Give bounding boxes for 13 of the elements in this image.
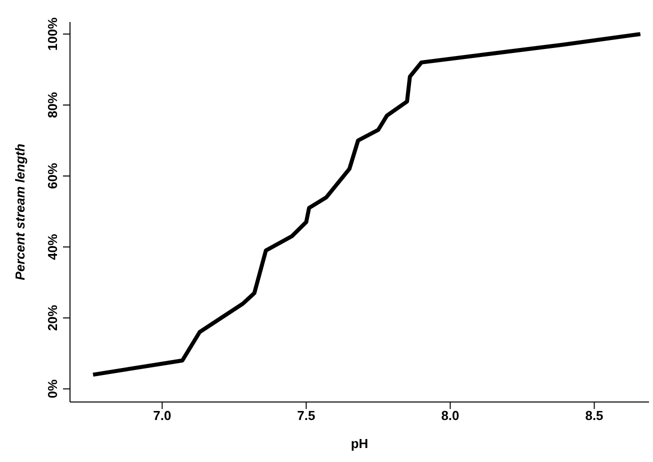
line-series xyxy=(91,32,642,377)
y-axis-title: Percent stream length xyxy=(12,144,28,280)
x-tick-label: 7.0 xyxy=(153,408,172,424)
x-tick-label: 8.5 xyxy=(585,408,604,424)
x-tick-label: 7.5 xyxy=(297,408,316,424)
y-tick-label: 0% xyxy=(45,379,60,398)
x-axis-title: pH xyxy=(350,436,368,451)
y-tick-label: 40% xyxy=(45,234,60,260)
y-tick-label: 60% xyxy=(45,162,60,190)
y-tick-label: 100% xyxy=(45,17,60,51)
x-tick-label: 8.0 xyxy=(441,408,460,424)
y-tick-label: 20% xyxy=(45,304,60,331)
y-tick-label: 80% xyxy=(45,92,60,118)
